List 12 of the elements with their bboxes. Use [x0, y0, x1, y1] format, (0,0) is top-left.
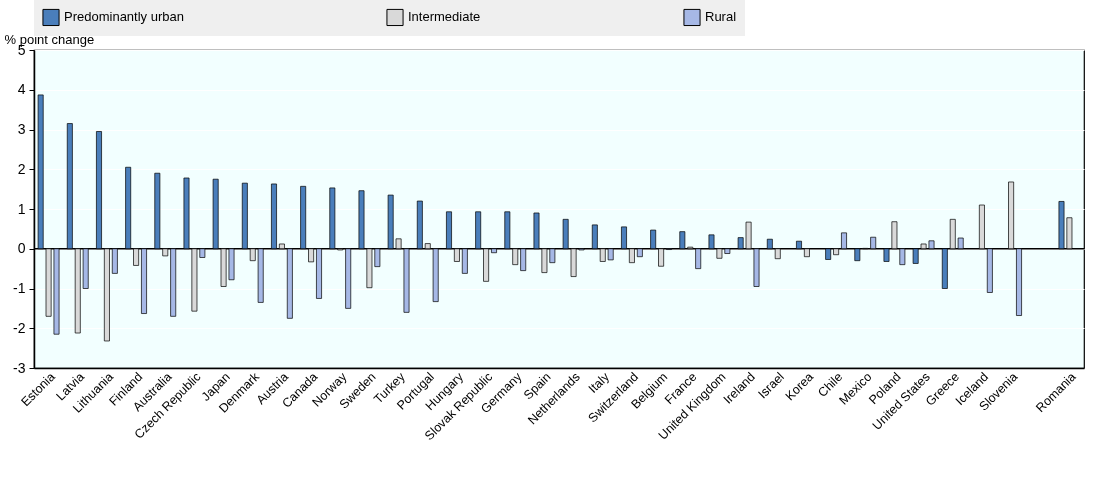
legend-label: Predominantly urban [64, 9, 184, 25]
y-tick-label: 2 [17, 160, 26, 177]
y-tick-label: 3 [17, 121, 26, 137]
legend-label: Intermediate [408, 9, 481, 25]
y-tick-label: 1 [17, 200, 26, 217]
y-tick-label: -1 [13, 280, 26, 296]
y-axis-title: % point change [4, 31, 95, 47]
legend-label: Rural [705, 9, 737, 25]
y-tick-label: 4 [17, 81, 26, 98]
y-tick-label: -3 [13, 359, 26, 376]
y-tick-label: 0 [17, 240, 26, 257]
y-tick-label: -2 [13, 319, 26, 336]
